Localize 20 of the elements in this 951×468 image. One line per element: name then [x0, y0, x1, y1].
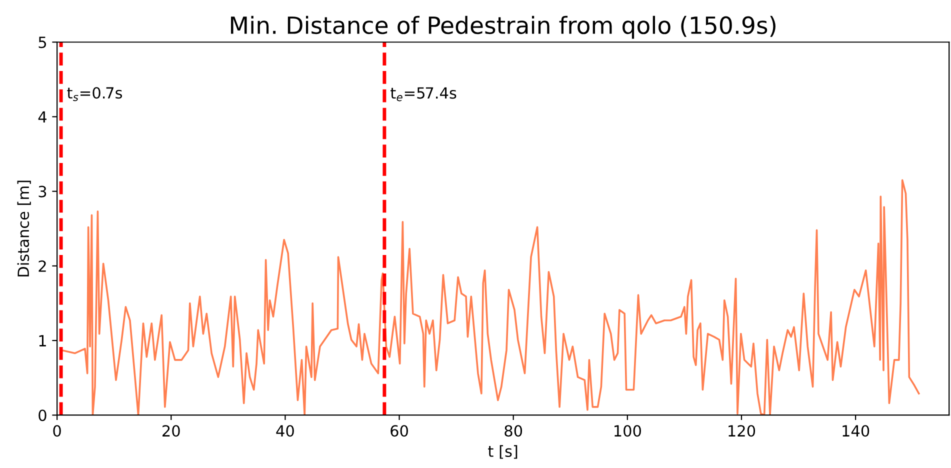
- x-tick-label: 60: [390, 425, 408, 437]
- y-tick-label: 0: [38, 410, 46, 422]
- ref-line-label: t$_{e}$=57.4s: [390, 87, 456, 102]
- x-tick-label: 120: [728, 425, 756, 437]
- y-tick-label: 1: [39, 335, 46, 346]
- x-tick-label: 20: [162, 425, 180, 437]
- y-tick-label: 5: [38, 36, 46, 48]
- y-axis-title: Distance [m]: [17, 180, 31, 276]
- y-tick-label: 2: [38, 260, 46, 272]
- x-tick-label: 80: [504, 425, 522, 437]
- line-series: [60, 179, 920, 416]
- x-axis-title: t [s]: [488, 445, 518, 459]
- x-tick-label: 0: [53, 425, 61, 437]
- x-tick-label: 140: [842, 425, 870, 437]
- y-tick-label: 4: [38, 111, 46, 123]
- x-tick-label: 100: [614, 425, 641, 437]
- chart-title: Min. Distance of Pedestrain from qolo (150.9s): [231, 16, 776, 39]
- y-tick-label: 3: [38, 186, 46, 198]
- x-tick-label: 40: [276, 425, 294, 437]
- ref-line-label: t$_{s}$=0.7s: [67, 87, 122, 102]
